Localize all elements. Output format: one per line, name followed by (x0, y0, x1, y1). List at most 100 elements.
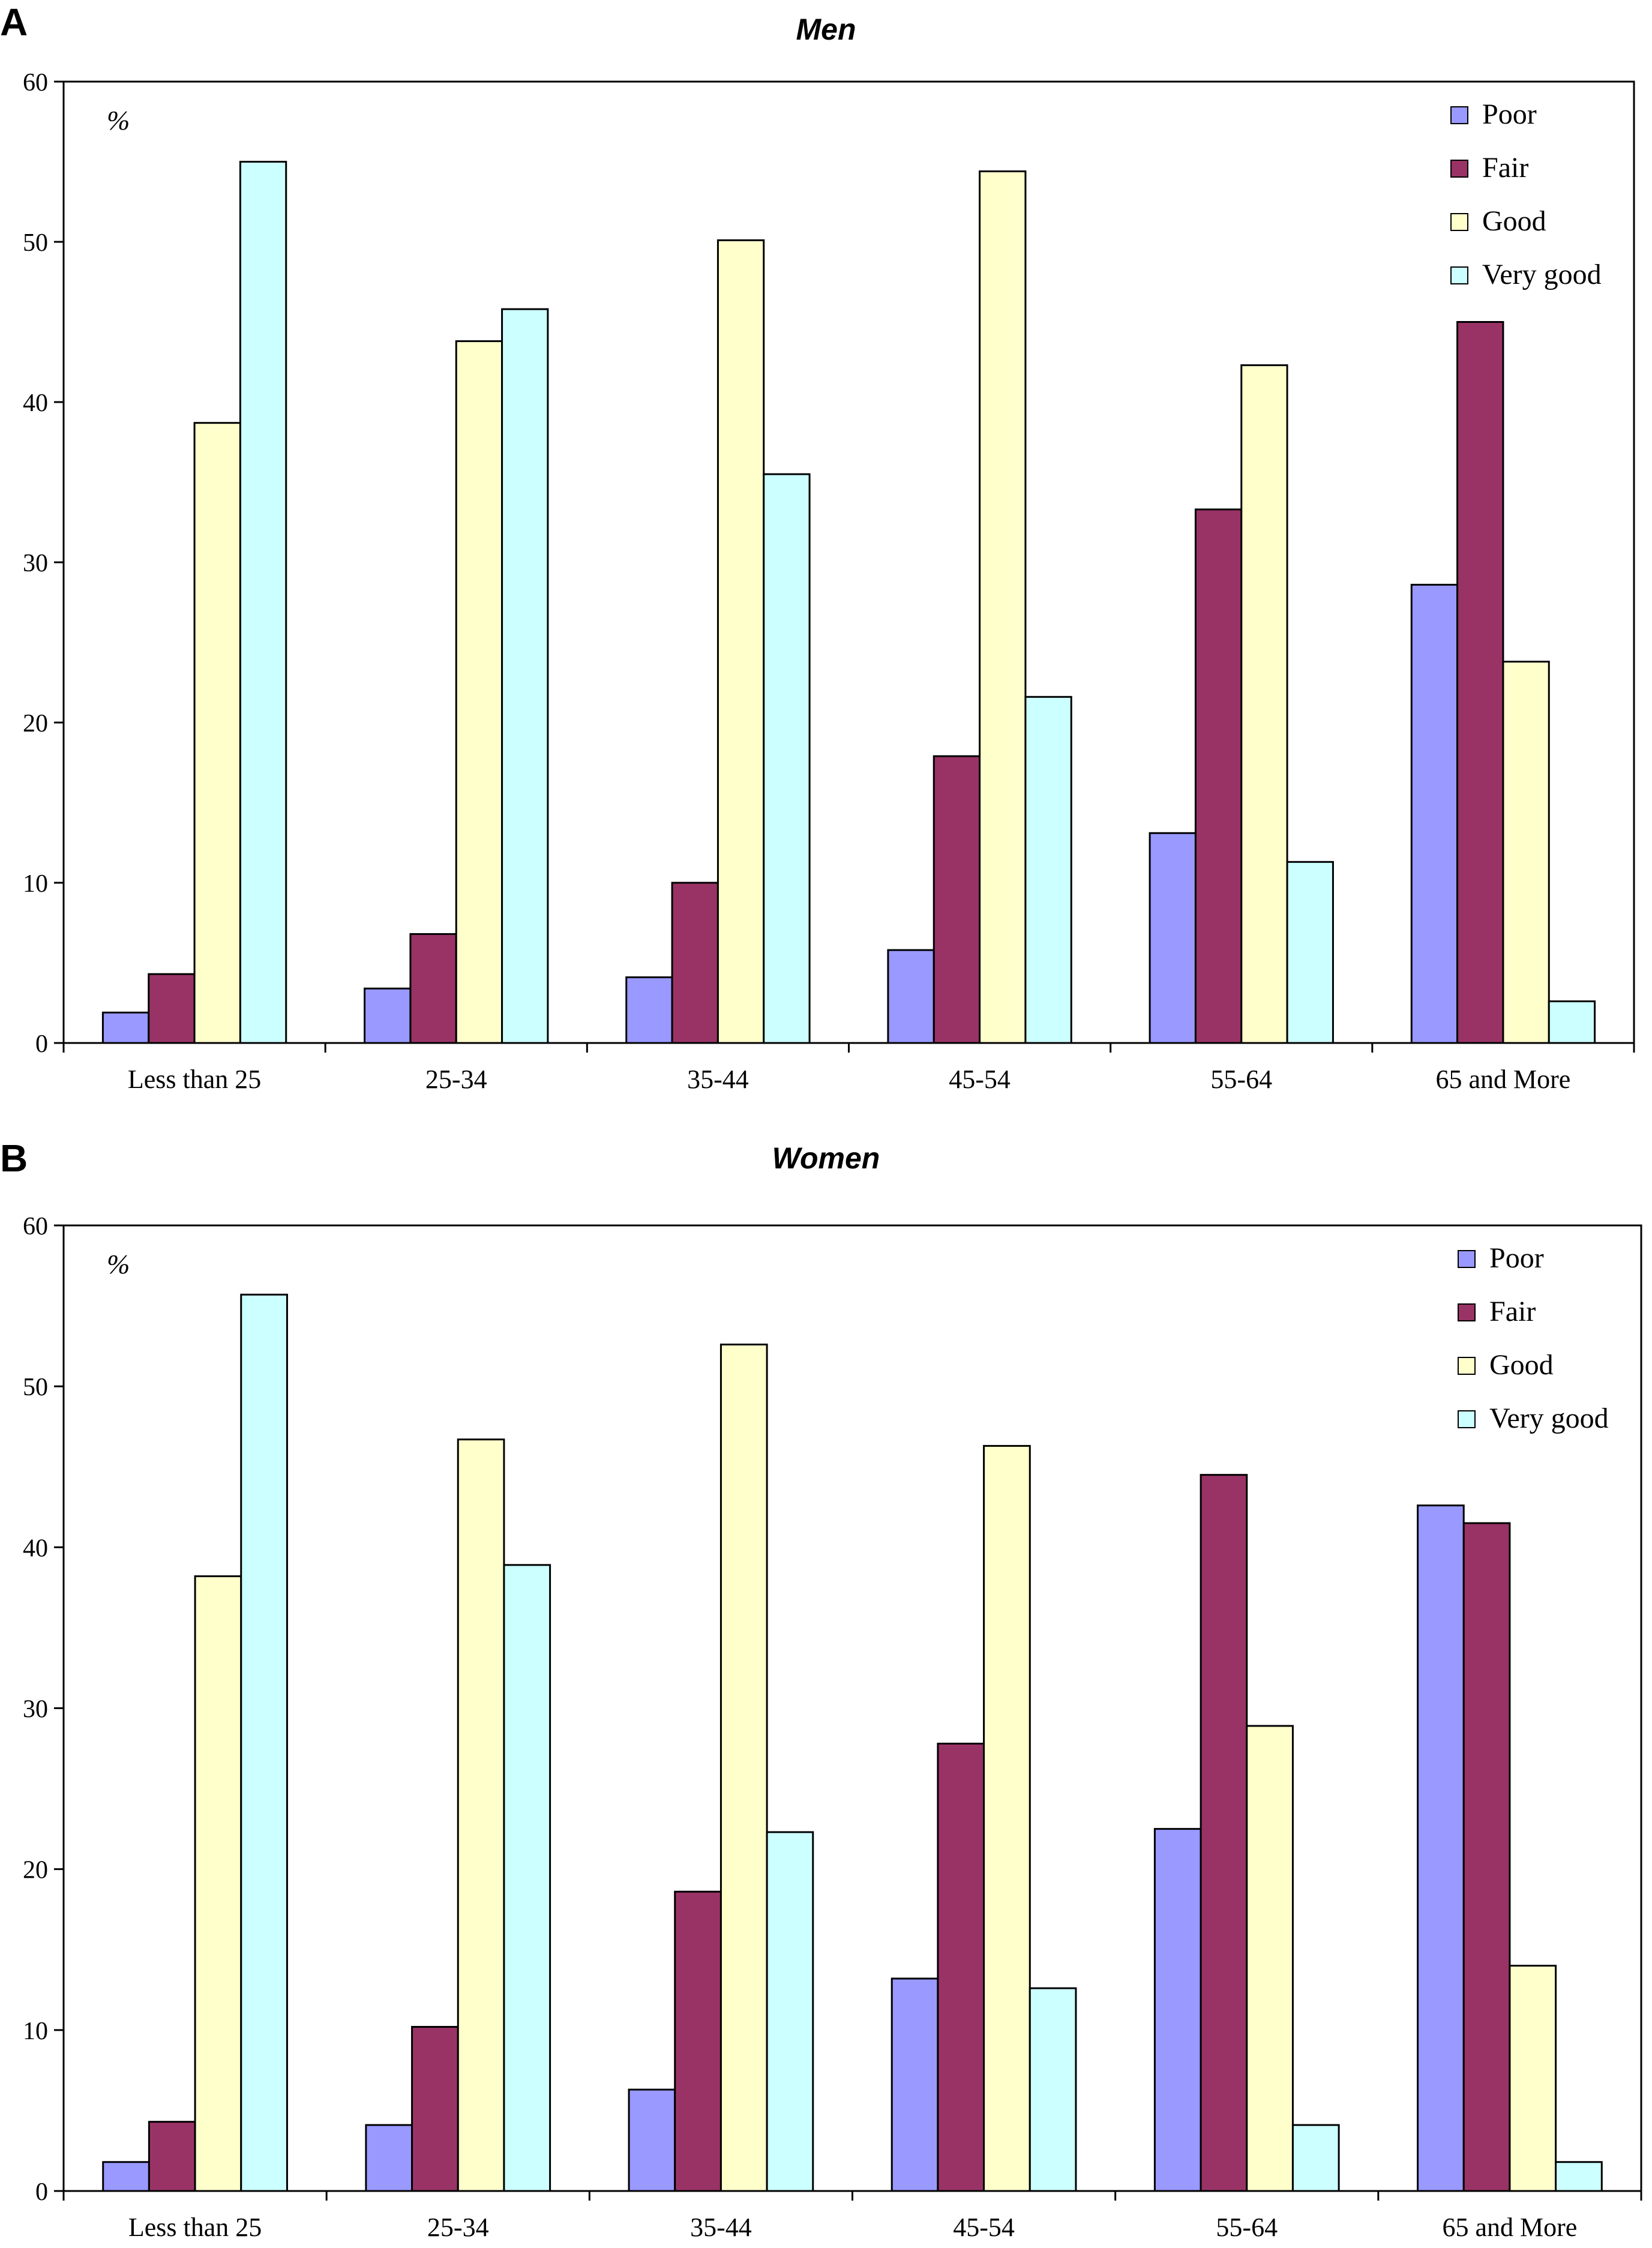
bar-poor (365, 2124, 413, 2192)
bar-fair (1200, 1474, 1248, 2192)
y-tick-label: 20 (23, 710, 48, 738)
bar-fair (148, 2121, 196, 2192)
bar-good (716, 239, 765, 1044)
y-tick-label: 60 (23, 1213, 48, 1240)
bar-poor (625, 976, 673, 1044)
bar-good (1240, 364, 1288, 1044)
y-tick-label: 10 (23, 2018, 48, 2045)
bar-poor (1153, 1828, 1202, 2192)
y-tick-label: 0 (35, 1030, 48, 1058)
bar-very-good (1555, 2161, 1603, 2192)
x-tick-label: 65 and More (1435, 1065, 1570, 1094)
x-tick-label: Less than 25 (128, 1065, 261, 1094)
bar-poor (1410, 583, 1459, 1044)
bar-good (719, 1343, 768, 2192)
legend-swatch (1458, 1357, 1476, 1375)
legend-label: Good (1482, 205, 1546, 237)
plot-area (62, 1224, 1642, 2192)
x-tick-label: 25-34 (427, 2213, 489, 2242)
bar-very-good (501, 308, 549, 1044)
y-tick-label: 30 (23, 1696, 48, 1724)
bar-fair (1462, 1522, 1511, 2192)
legend-swatch (1450, 266, 1468, 284)
panel-label: A (0, 1, 28, 44)
bar-very-good (239, 161, 287, 1044)
y-tick-label: 30 (23, 550, 48, 577)
bar-chart-women: 0 10 20 30 40 50 60% Less than 25 25-34 35-44 45-5… (23, 1213, 1642, 2242)
bar-fair (933, 755, 981, 1044)
legend-swatch (1450, 213, 1468, 231)
x-tick-label: 55-64 (1216, 2213, 1278, 2242)
x-tick-label: 55-64 (1210, 1065, 1272, 1094)
legend-label: Good (1489, 1349, 1554, 1381)
bar-very-good (1286, 861, 1334, 1044)
bar-good (194, 1575, 242, 2192)
panel-label: B (0, 1137, 28, 1180)
chart-title: Women (772, 1141, 880, 1175)
bar-poor (887, 949, 935, 1044)
panel-a: A Men 0 10 20 30 40 50 60% Less than 25 25-34 35-… (0, 1, 1635, 1094)
legend-label: Fair (1489, 1296, 1536, 1327)
bar-poor (1417, 1504, 1465, 2192)
x-tick-label: 45-54 (953, 2213, 1015, 2242)
bar-good (457, 1438, 505, 2192)
bar-fair (937, 1742, 985, 2192)
x-tick-label: 35-44 (687, 1065, 749, 1094)
bar-fair (409, 933, 457, 1044)
bar-good (1502, 661, 1550, 1044)
y-tick-label: 40 (23, 1534, 48, 1562)
bar-poor (101, 1011, 150, 1044)
bar-chart-men: 0 10 20 30 40 50 60% Less than 25 25-34 35-44 45-5… (23, 69, 1635, 1094)
legend-swatch (1458, 1250, 1476, 1268)
x-tick-label: 35-44 (690, 2213, 752, 2242)
bar-good (983, 1444, 1031, 2192)
chart-title: Men (796, 13, 856, 46)
legend-label: Poor (1482, 98, 1537, 130)
bar-poor (102, 2161, 150, 2192)
bar-poor (364, 987, 412, 1044)
x-tick-label: 45-54 (949, 1065, 1011, 1094)
legend-label: Very good (1489, 1402, 1609, 1434)
legend-label: Fair (1482, 152, 1528, 184)
y-tick-label: 10 (23, 870, 48, 898)
bar-poor (891, 1977, 939, 2192)
bar-very-good (1291, 2124, 1340, 2192)
bar-fair (671, 882, 719, 1044)
bar-very-good (1024, 696, 1072, 1044)
bar-very-good (766, 1831, 814, 2192)
y-tick-label: 50 (23, 229, 48, 257)
bar-fair (1456, 321, 1504, 1044)
y-tick-label: 20 (23, 1857, 48, 1884)
bar-very-good (1029, 1987, 1077, 2192)
y-tick-label: 50 (23, 1374, 48, 1401)
plot-area (62, 80, 1635, 1044)
bar-fair (411, 2025, 459, 2192)
bar-fair (1194, 508, 1243, 1044)
bar-good (1509, 1965, 1557, 2192)
bar-good (979, 170, 1027, 1044)
y-axis-label: % (107, 1249, 130, 1279)
y-tick-label: 60 (23, 69, 48, 97)
bar-fair (674, 1890, 722, 2192)
bar-very-good (240, 1293, 288, 2192)
panel-b: B Women 0 10 20 30 40 50 60% Less than 25 25-34 3… (0, 1124, 1652, 2248)
legend-swatch (1458, 1410, 1476, 1428)
y-axis-label: % (107, 105, 130, 136)
bar-poor (628, 2088, 676, 2192)
bar-fair (148, 973, 196, 1044)
y-tick-label: 0 (35, 2178, 48, 2206)
legend-label: Poor (1489, 1242, 1544, 1274)
x-tick-label: 25-34 (425, 1065, 487, 1094)
x-tick-label: Less than 25 (128, 2213, 262, 2242)
bar-good (193, 422, 241, 1044)
legend-label: Very good (1482, 259, 1602, 290)
legend-swatch (1450, 106, 1468, 124)
bar-very-good (503, 1564, 551, 2192)
bar-very-good (1548, 1000, 1596, 1044)
bar-good (1246, 1725, 1294, 2192)
legend-swatch (1458, 1303, 1476, 1321)
bar-good (455, 340, 503, 1044)
bar-poor (1149, 832, 1197, 1044)
legend-swatch (1450, 160, 1468, 178)
x-tick-label: 65 and More (1442, 2213, 1577, 2242)
